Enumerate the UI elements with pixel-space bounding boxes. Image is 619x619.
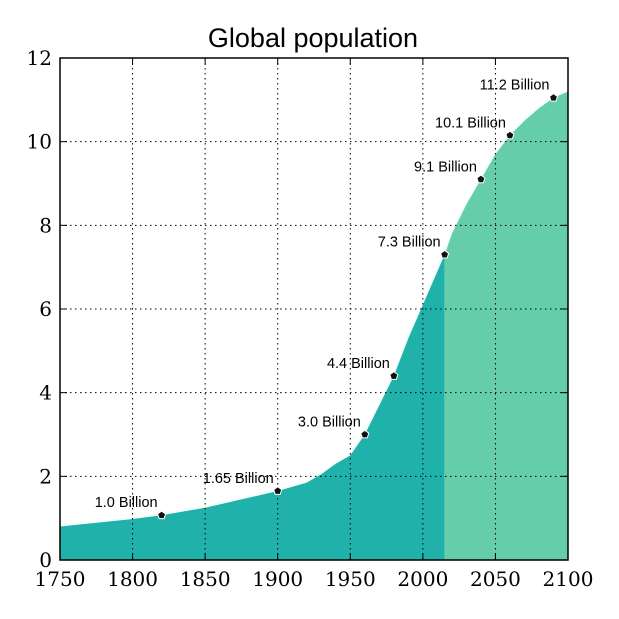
x-tick-label: 1900 [252, 567, 303, 591]
milestone-label: 7.3 Billion [378, 235, 441, 251]
milestone-label: 10.1 Billion [435, 115, 506, 131]
grid-lines [60, 58, 568, 560]
y-tick-label: 2 [39, 464, 52, 488]
y-tick-label: 12 [27, 46, 52, 70]
milestone-marker [548, 92, 559, 102]
milestone-marker [360, 429, 370, 439]
milestone-label: 3.0 Billion [298, 415, 361, 431]
milestone-marker [505, 130, 515, 140]
milestone-label: 11.2 Billion [480, 78, 550, 94]
historical-area [60, 254, 445, 560]
x-tick-labels: 1750 1800 1850 1900 1950 2000 2050 2100 [35, 567, 594, 591]
milestone-label: 9.1 Billion [414, 159, 477, 175]
x-tick-label: 2100 [543, 567, 594, 591]
y-tick-label: 10 [27, 130, 52, 154]
milestone-labels: 1.0 Billion 1.65 Billion 3.0 Billion 4.4 Bi… [95, 78, 550, 511]
x-tick-label: 1850 [180, 567, 231, 591]
x-tick-label: 1750 [35, 567, 86, 591]
chart-title: Global population [208, 23, 418, 53]
milestone-label: 1.65 Billion [203, 471, 274, 487]
milestone-marker [157, 510, 167, 520]
y-tick-label: 0 [39, 548, 52, 572]
milestone-marker [476, 174, 486, 184]
axis-ticks [59, 57, 569, 561]
milestone-marker [389, 371, 399, 380]
y-tick-label: 6 [39, 297, 52, 321]
milestone-markers [157, 92, 559, 520]
milestone-label: 4.4 Billion [327, 356, 390, 372]
x-tick-label: 2050 [470, 567, 521, 591]
x-tick-label: 1950 [325, 567, 376, 591]
x-tick-label: 2000 [397, 567, 448, 591]
population-area [59, 89, 569, 560]
x-tick-label: 1800 [107, 567, 158, 591]
milestone-marker [273, 486, 283, 495]
projected-area [444, 91, 568, 560]
y-tick-label: 8 [39, 213, 52, 237]
y-tick-label: 4 [39, 381, 52, 405]
milestone-marker [440, 249, 450, 259]
y-tick-labels: 0 2 4 6 8 10 12 [27, 46, 52, 572]
milestone-label: 1.0 Billion [95, 495, 158, 511]
